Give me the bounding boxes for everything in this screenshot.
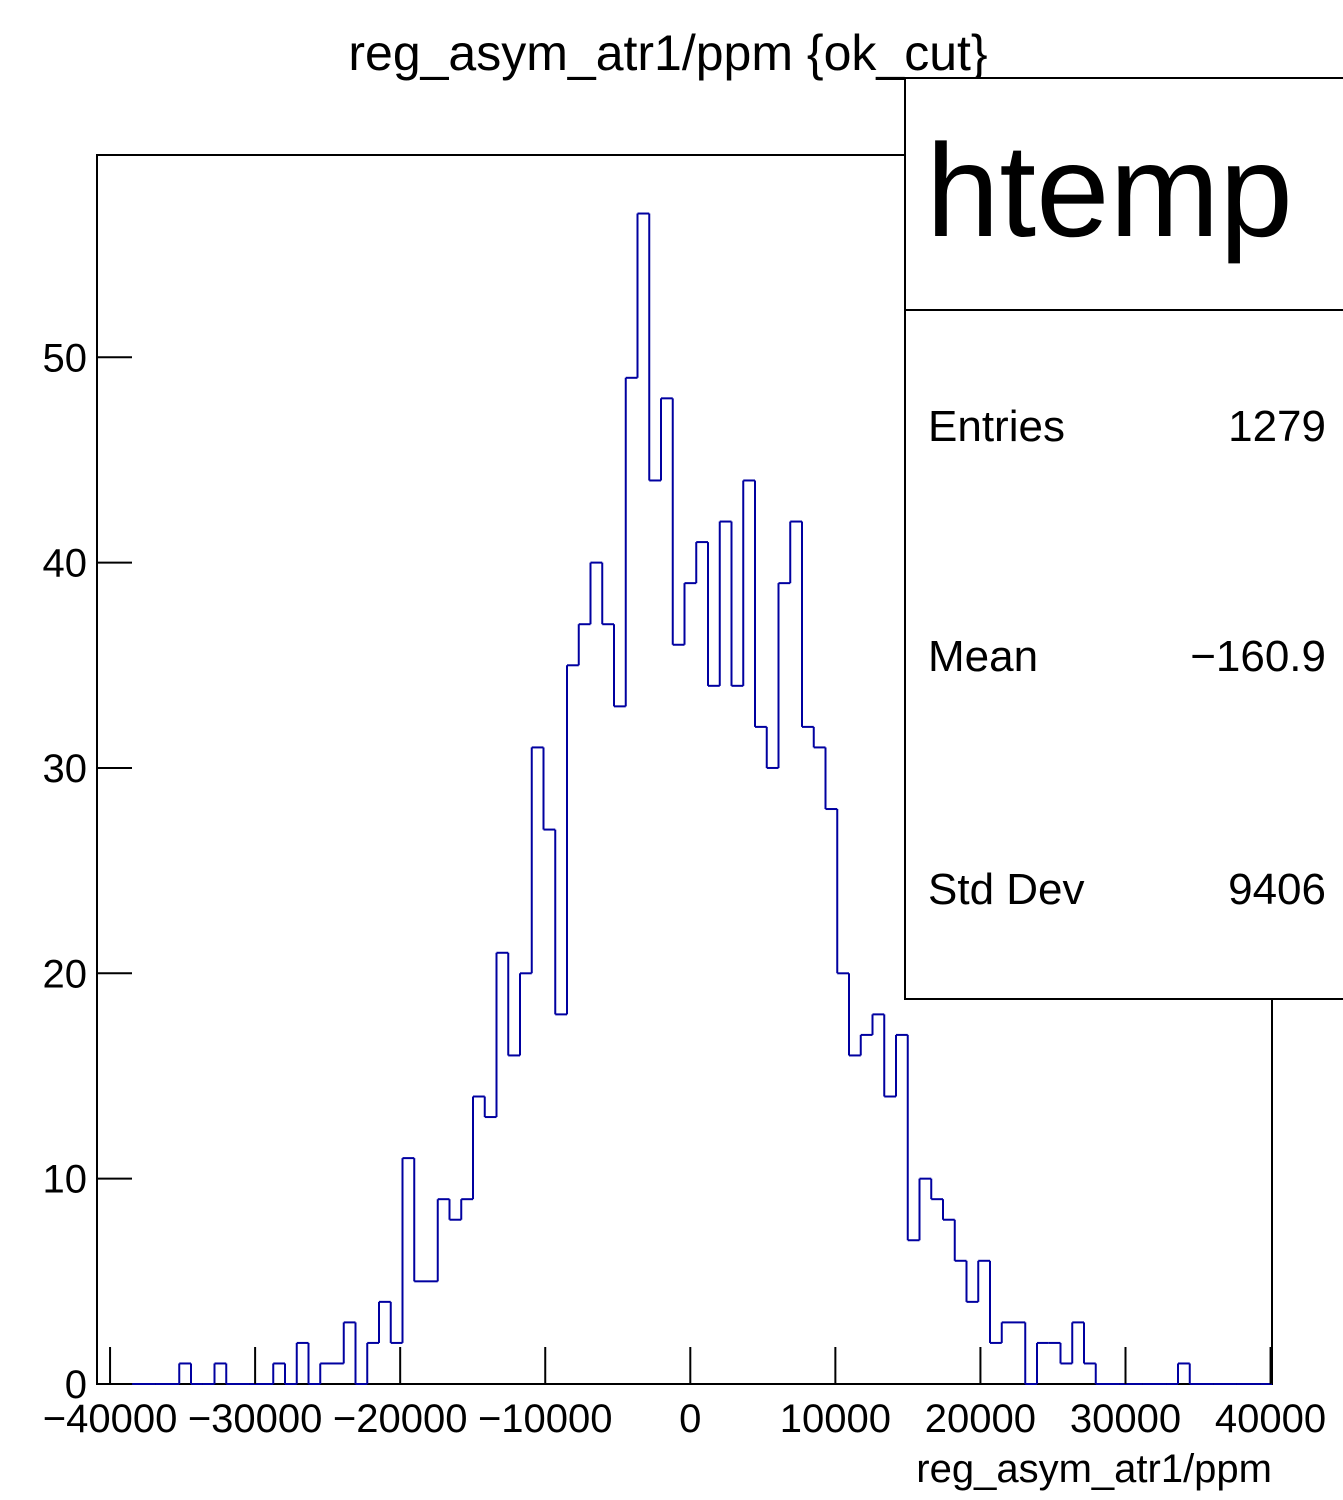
y-tick-label: 0 (65, 1363, 87, 1407)
stats-value: −160.9 (1190, 632, 1326, 681)
stats-value: 1279 (1228, 402, 1326, 451)
x-tick-label: 10000 (780, 1397, 891, 1441)
histogram (97, 212, 1272, 1385)
chart-title: reg_asym_atr1/ppm {ok_cut} (348, 25, 987, 81)
x-axis-label: reg_asym_atr1/ppm (916, 1447, 1272, 1491)
stats-box: htemp Entries 1279 Mean −160.9 Std Dev 9… (904, 77, 1343, 1000)
y-tick-label: 20 (43, 952, 88, 996)
x-tick-label: 40000 (1215, 1397, 1326, 1441)
x-tick-label: 30000 (1070, 1397, 1181, 1441)
x-tick-label: 0 (679, 1397, 701, 1441)
stats-value: 9406 (1228, 865, 1326, 914)
x-tick-label: −30000 (188, 1397, 323, 1441)
y-tick-label: 30 (43, 747, 88, 791)
y-tick-label: 40 (43, 542, 88, 586)
stats-title: htemp (926, 117, 1293, 264)
stats-frame (904, 77, 1343, 1000)
x-tick-label: −20000 (333, 1397, 468, 1441)
x-tick-label: 20000 (925, 1397, 1036, 1441)
x-tick-label: −40000 (43, 1397, 178, 1441)
stats-label: Mean (928, 632, 1038, 681)
stats-label: Entries (928, 402, 1065, 451)
y-tick-label: 50 (43, 336, 88, 380)
y-tick-label: 10 (43, 1158, 88, 1202)
x-tick-label: −10000 (478, 1397, 613, 1441)
stats-label: Std Dev (928, 865, 1085, 914)
